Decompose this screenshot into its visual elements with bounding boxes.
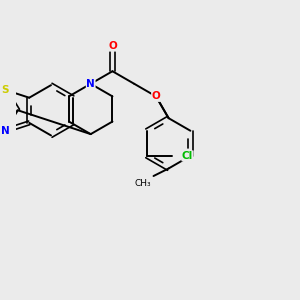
Text: CH₃: CH₃ bbox=[134, 179, 151, 188]
Text: N: N bbox=[1, 126, 10, 136]
Text: N: N bbox=[86, 79, 95, 89]
Text: O: O bbox=[108, 41, 117, 51]
Text: S: S bbox=[2, 85, 9, 95]
Text: O: O bbox=[152, 92, 161, 101]
Text: Cl: Cl bbox=[182, 151, 193, 161]
